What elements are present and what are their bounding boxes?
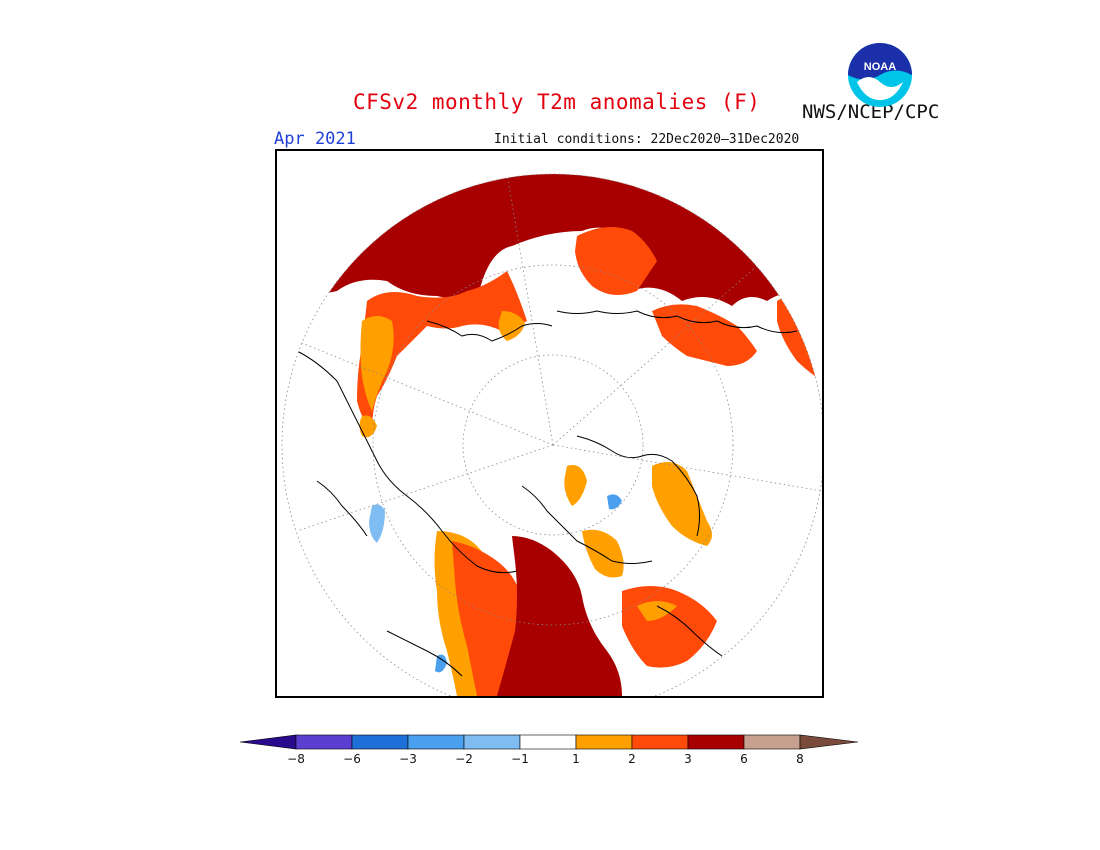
colorbar-segment: [631, 734, 689, 750]
colorbar-svg: [239, 734, 859, 750]
anomaly-region-baffin-2F: [564, 465, 587, 506]
colorbar: [238, 732, 862, 752]
map-boundary: [281, 173, 822, 696]
colorbar-segment: [519, 734, 577, 750]
anomaly-region-canada-3F: [452, 541, 522, 696]
initial-conditions-label: Initial conditions: 22Dec2020–31Dec2020: [494, 132, 800, 147]
agency-label: NWS/NCEP/CPC: [802, 101, 940, 123]
colorbar-tick-label: 1: [572, 752, 580, 766]
anomaly-region-taymyr-2F: [498, 311, 525, 341]
anomaly-map: [275, 149, 824, 698]
anomaly-region-us-6F: [497, 536, 622, 696]
colorbar-tick-label: −2: [455, 752, 473, 766]
colorbar-segment: [575, 734, 633, 750]
anomaly-region-caspian-2F: [359, 415, 377, 438]
colorbar-segment: [407, 734, 465, 750]
colorbar-segment: [743, 734, 801, 750]
colorbar-tick-label: −3: [399, 752, 417, 766]
colorbar-tick-label: 3: [684, 752, 692, 766]
anomaly-region-east-3F: [637, 601, 677, 621]
anomaly-region-greenland-cold: [607, 494, 622, 510]
colorbar-tick-label: 8: [796, 752, 804, 766]
colorbar-tick-label: −8: [287, 752, 305, 766]
colorbar-arrow-right: [799, 734, 859, 750]
colorbar-segment: [687, 734, 745, 750]
colorbar-segment: [463, 734, 521, 750]
map-title: CFSv2 monthly T2m anomalies (F): [353, 90, 761, 114]
valid-month-label: Apr 2021: [274, 129, 356, 149]
colorbar-tick-label: 6: [740, 752, 748, 766]
coastlines: [296, 310, 798, 677]
colorbar-tick-label: −1: [511, 752, 529, 766]
polar-map-svg: [281, 173, 822, 696]
anomaly-region-siberia-3F: [575, 227, 657, 295]
anomaly-region-pacific-cold: [435, 654, 447, 673]
graticule: [296, 174, 822, 626]
colorbar-tick-label: −6: [343, 752, 361, 766]
anomaly-region-westsiberia-2F: [360, 316, 394, 411]
colorbar-arrow-left: [239, 734, 297, 750]
anomaly-region-europe-3F: [652, 304, 757, 366]
anomaly-region-eurasia-3F: [357, 271, 527, 431]
colorbar-segment: [295, 734, 353, 750]
noaa-logo: NOAA: [847, 42, 913, 108]
anomaly-region-centralasia-cold: [369, 504, 385, 543]
anomaly-region-hudson-2F: [582, 529, 624, 578]
colorbar-tick-labels: −8 −6 −3 −2 −1 1 2 3 6 8: [0, 752, 1100, 770]
colorbar-segment: [351, 734, 409, 750]
noaa-logo-text: NOAA: [864, 61, 896, 73]
anomaly-region-greenland-2F: [652, 462, 712, 546]
colorbar-tick-label: 2: [628, 752, 636, 766]
noaa-logo-icon: NOAA: [848, 43, 912, 107]
